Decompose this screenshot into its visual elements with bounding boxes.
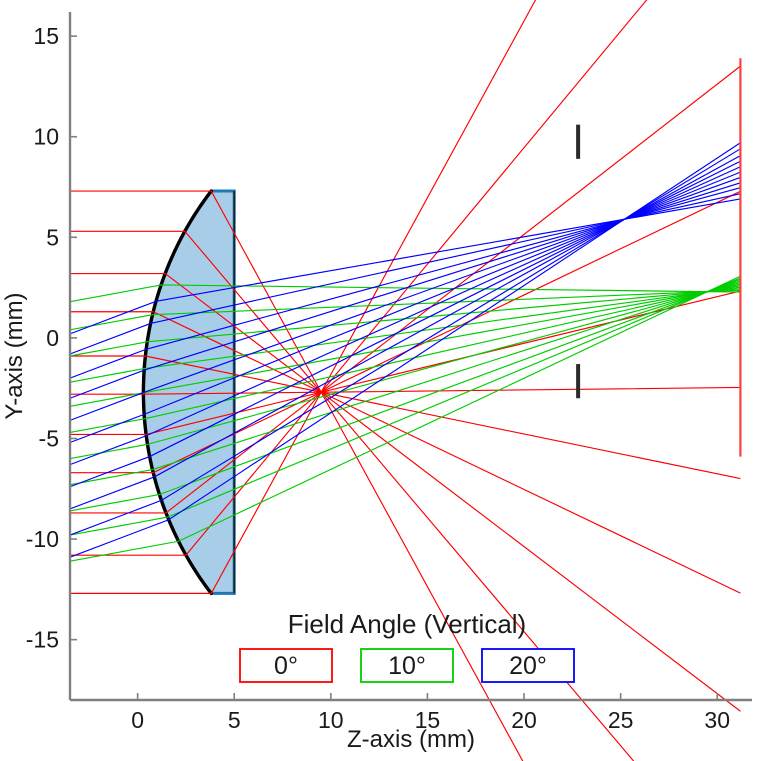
ray-field-20deg-3 (69, 182, 741, 399)
y-tick-label-10: 10 (33, 124, 59, 150)
x-tick-label-20: 20 (511, 707, 537, 733)
ray-bundle-field-0deg (70, 0, 741, 761)
ray-field-0deg-7 (70, 190, 741, 474)
ray-field-20deg-5 (69, 171, 741, 444)
ray-field-10deg-9 (69, 277, 741, 536)
ray-bundle-field-20deg (69, 142, 741, 558)
plot-area (69, 0, 742, 761)
ray-field-0deg-3 (70, 311, 741, 594)
ray-field-20deg-2 (69, 187, 741, 379)
ray-field-0deg-1 (70, 230, 635, 761)
ray-field-0deg-0 (70, 190, 524, 761)
y-axis-label: Y-axis (mm) (1, 292, 28, 419)
legend-entry-0deg[interactable]: 0° (239, 648, 333, 683)
ray-field-20deg-4 (69, 176, 741, 421)
ray-field-10deg-3 (69, 286, 741, 383)
ray-field-20deg-8 (69, 155, 741, 510)
ray-field-10deg-2 (69, 288, 741, 357)
ray-field-10deg-4 (69, 285, 741, 407)
y-tick-label-5: 5 (46, 224, 59, 250)
ray-field-10deg-0 (69, 284, 741, 303)
legend-swatch-0deg[interactable] (239, 648, 333, 683)
y-tick-label-15: 15 (33, 23, 59, 49)
legend-entry-20deg[interactable]: 20° (481, 648, 575, 683)
ray-field-0deg-10 (70, 0, 537, 594)
ray-field-20deg-1 (69, 193, 741, 355)
ray-field-20deg-10 (69, 142, 741, 558)
ray-field-0deg-4 (70, 355, 741, 480)
ray-field-10deg-5 (69, 283, 741, 434)
ray-field-20deg-6 (69, 166, 741, 466)
ray-field-0deg-2 (70, 272, 741, 712)
ray-field-0deg-5 (70, 386, 741, 395)
y-tick-label--10: -10 (26, 526, 59, 552)
legend-title: Field Angle (Vertical) (288, 609, 526, 639)
x-tick-label-30: 30 (704, 707, 730, 733)
x-axis-label: Z-axis (mm) (347, 726, 475, 753)
ray-field-10deg-7 (69, 280, 741, 486)
ray-field-10deg-1 (69, 289, 741, 331)
ray-field-20deg-9 (69, 148, 741, 536)
x-tick-label-10: 10 (318, 707, 344, 733)
ray-field-10deg-8 (69, 278, 741, 512)
legend-label-10deg: 10° (388, 652, 426, 680)
ray-field-10deg-6 (69, 282, 741, 460)
legend-swatch-10deg[interactable] (360, 648, 454, 683)
x-tick-label-15: 15 (415, 707, 441, 733)
legend-label-20deg: 20° (509, 652, 547, 680)
legend-swatch-20deg[interactable] (481, 648, 575, 683)
legend-label-0deg: 0° (274, 652, 298, 680)
axis-layer: 0 5 10 15 20 25 30 15 10 5 0 -5 -10 -15 Z-axis (mm) Y-a… (1, 12, 752, 753)
ray-field-20deg-0 (69, 198, 741, 335)
y-tick-label-0: 0 (46, 325, 59, 351)
legend-entry-10deg[interactable]: 10° (360, 648, 454, 683)
x-tick-label-0: 0 (131, 707, 144, 733)
x-tick-label-25: 25 (608, 707, 634, 733)
ray-field-10deg-10 (69, 275, 741, 562)
y-tick-label--15: -15 (26, 627, 59, 653)
ray-field-20deg-7 (69, 160, 741, 488)
legend-layer: Field Angle (Vertical) 0° 10° 20° (239, 609, 575, 683)
ray-field-0deg-8 (70, 65, 741, 514)
ray-bundle-field-10deg (69, 275, 741, 562)
x-tick-label-5: 5 (228, 707, 241, 733)
y-tick-label--5: -5 (39, 425, 59, 451)
